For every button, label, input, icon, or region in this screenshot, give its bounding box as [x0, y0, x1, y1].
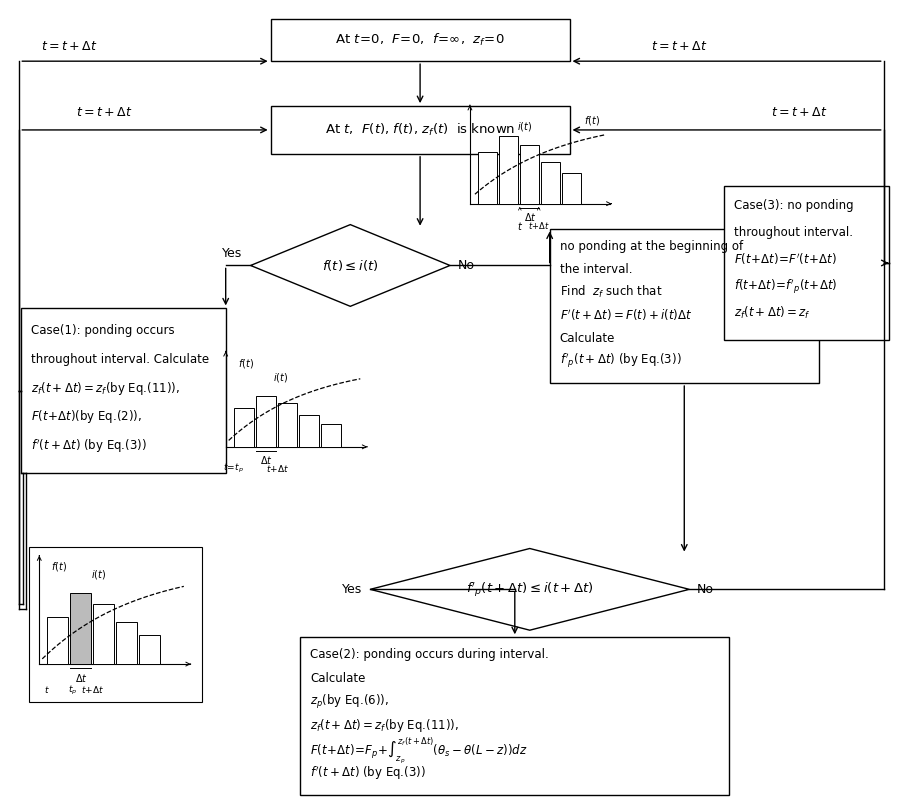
Text: At $t$,  $F(t)$, $f(t)$, $z_f(t)$  is known: At $t$, $F(t)$, $f(t)$, $z_f(t)$ is know…	[325, 122, 515, 138]
Bar	[520, 145, 539, 204]
Bar	[499, 136, 518, 204]
Text: $t\!+\!\Delta t$: $t\!+\!\Delta t$	[528, 220, 550, 231]
Bar	[139, 635, 159, 664]
Text: $t\!+\!\Delta t$: $t\!+\!\Delta t$	[81, 684, 105, 695]
Text: Case(3): no ponding: Case(3): no ponding	[734, 199, 854, 213]
Text: $t$: $t$	[516, 220, 523, 232]
Text: $t = t + \Delta t$: $t = t + \Delta t$	[770, 106, 827, 119]
Bar	[550, 229, 819, 383]
Text: $z_f(t+\Delta t)=z_f$(by Eq.(11)),: $z_f(t+\Delta t)=z_f$(by Eq.(11)),	[311, 717, 460, 735]
Text: $t = t + \Delta t$: $t = t + \Delta t$	[651, 40, 707, 53]
Text: $i(t)$: $i(t)$	[92, 568, 106, 581]
Text: No: No	[458, 259, 475, 272]
Text: $F'(t+\Delta t)=F(t)+i(t)\Delta t$: $F'(t+\Delta t)=F(t)+i(t)\Delta t$	[560, 307, 692, 323]
Bar	[300, 637, 729, 795]
Text: $t\!+\!\Delta t$: $t\!+\!\Delta t$	[266, 464, 289, 474]
Text: Yes: Yes	[223, 247, 242, 260]
Bar	[116, 622, 137, 664]
Bar	[561, 173, 580, 204]
Text: $f(t)$: $f(t)$	[584, 114, 599, 127]
Text: $t$: $t$	[44, 684, 50, 695]
Bar	[256, 396, 276, 447]
Text: $t = t + \Delta t$: $t = t + \Delta t$	[76, 106, 132, 119]
Text: $i(t)$: $i(t)$	[517, 120, 532, 133]
Bar	[478, 152, 496, 204]
Polygon shape	[250, 225, 450, 306]
Text: the interval.: the interval.	[560, 263, 633, 276]
Text: throughout interval.: throughout interval.	[734, 226, 853, 239]
Bar	[541, 162, 560, 204]
Text: no ponding at the beginning of: no ponding at the beginning of	[560, 240, 742, 253]
Text: $\Delta t$: $\Delta t$	[76, 672, 88, 684]
Bar	[93, 605, 114, 664]
Text: At $t\!=\!0$,  $F\!=\!0$,  $f\!=\!\infty$,  $z_f\!=\!0$: At $t\!=\!0$, $F\!=\!0$, $f\!=\!\infty$,…	[335, 32, 505, 48]
Text: Find  $z_f$ such that: Find $z_f$ such that	[560, 285, 662, 301]
Polygon shape	[370, 549, 689, 630]
Text: $f'(t+\Delta t)$ (by Eq.(3)): $f'(t+\Delta t)$ (by Eq.(3))	[32, 437, 147, 455]
Text: $f'_p(t+\Delta t) \leq i(t+\Delta t)$: $f'_p(t+\Delta t) \leq i(t+\Delta t)$	[466, 580, 594, 598]
Bar	[233, 408, 253, 447]
Text: $f(t\!+\!\Delta t)\!=\!f'_p(t\!+\!\Delta t)$: $f(t\!+\!\Delta t)\!=\!f'_p(t\!+\!\Delta…	[734, 277, 837, 296]
Text: $\Delta t$: $\Delta t$	[260, 454, 273, 466]
Bar	[299, 415, 320, 447]
Text: $F(t\!+\!\Delta t)$(by Eq.(2)),: $F(t\!+\!\Delta t)$(by Eq.(2)),	[32, 408, 142, 425]
Bar	[278, 403, 297, 447]
Text: Yes: Yes	[342, 583, 362, 596]
Text: $i(t)$: $i(t)$	[273, 371, 288, 383]
Text: $f(t) \leq i(t)$: $f(t) \leq i(t)$	[322, 258, 378, 273]
Bar	[47, 617, 68, 664]
Text: Calculate: Calculate	[311, 671, 366, 685]
Text: $\Delta t$: $\Delta t$	[523, 211, 537, 223]
Text: Case(1): ponding occurs: Case(1): ponding occurs	[32, 324, 175, 337]
Text: Calculate: Calculate	[560, 332, 615, 345]
Text: $z_f(t+\Delta t)=z_f$: $z_f(t+\Delta t)=z_f$	[734, 306, 811, 322]
Bar	[270, 19, 569, 61]
Text: Case(2): ponding occurs during interval.: Case(2): ponding occurs during interval.	[311, 648, 550, 661]
Text: $t\!=\!t_p$: $t\!=\!t_p$	[223, 462, 244, 476]
Text: $t_p$: $t_p$	[68, 683, 77, 697]
Text: $F(t\!+\!\Delta t)\!=\!F_p\!+\!\int_{z_p}^{z_f(t+\Delta t)}(\theta_s-\theta(L-z): $F(t\!+\!\Delta t)\!=\!F_p\!+\!\int_{z_p…	[311, 735, 528, 765]
Text: $z_f(t+\Delta t)=z_f$(by Eq.(11)),: $z_f(t+\Delta t)=z_f$(by Eq.(11)),	[32, 379, 180, 396]
Bar	[70, 593, 91, 664]
Text: No: No	[697, 583, 714, 596]
Text: throughout interval. Calculate: throughout interval. Calculate	[32, 353, 209, 366]
Bar	[322, 424, 341, 447]
Text: $z_p$(by Eq.(6)),: $z_p$(by Eq.(6)),	[311, 693, 389, 711]
Bar	[30, 548, 202, 702]
Text: $t = t + \Delta t$: $t = t + \Delta t$	[41, 40, 97, 53]
Bar	[270, 106, 569, 154]
Bar	[22, 308, 225, 472]
Text: $F(t\!+\!\Delta t)\!=\!F'(t\!+\!\Delta t)$: $F(t\!+\!\Delta t)\!=\!F'(t\!+\!\Delta t…	[734, 252, 837, 267]
Text: $f'(t+\Delta t)$ (by Eq.(3)): $f'(t+\Delta t)$ (by Eq.(3))	[311, 765, 426, 783]
Text: $f'_p(t+\Delta t)$ (by Eq.(3)): $f'_p(t+\Delta t)$ (by Eq.(3))	[560, 352, 681, 371]
Text: $f(t)$: $f(t)$	[238, 357, 254, 370]
Text: $f(t)$: $f(t)$	[51, 560, 68, 573]
Bar	[724, 186, 888, 340]
